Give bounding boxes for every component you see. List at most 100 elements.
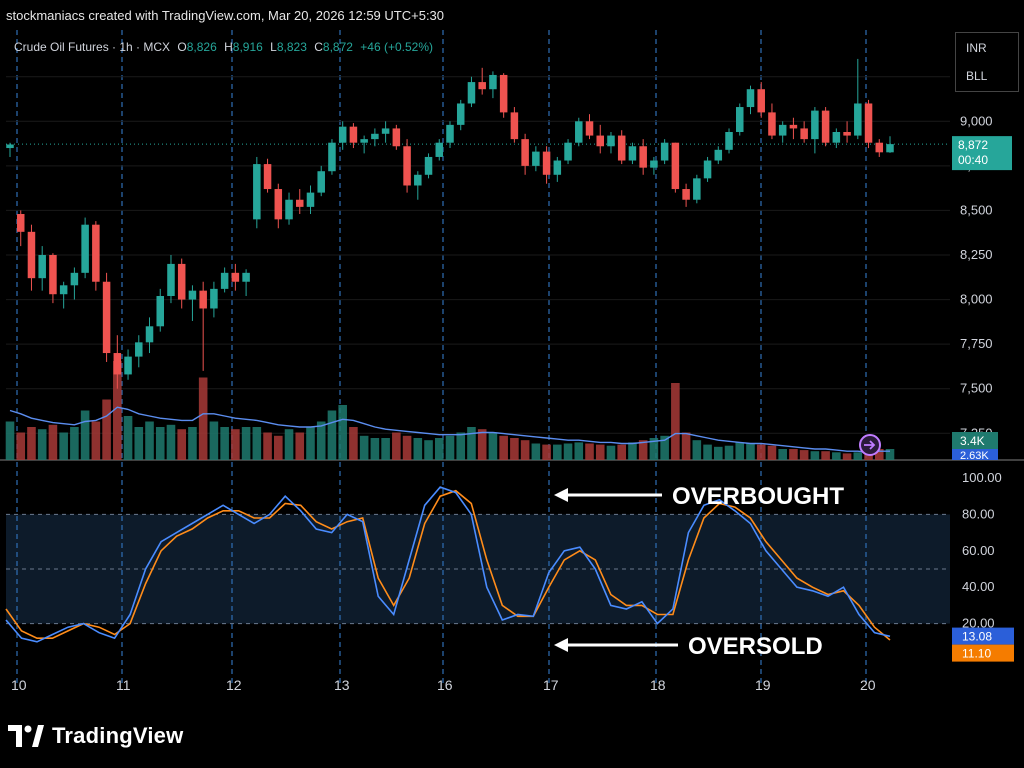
countdown-text: 00:40	[958, 153, 988, 167]
candle-body	[510, 112, 519, 140]
scroll-to-realtime-button[interactable]	[859, 434, 881, 456]
x-tick-label: 10	[11, 677, 27, 693]
candle-body	[145, 326, 154, 343]
volume-bar	[252, 427, 262, 460]
candle-body	[360, 139, 368, 143]
volume-bar	[746, 443, 755, 460]
candle-body	[628, 146, 637, 161]
candle-body	[403, 146, 411, 186]
candle-body	[59, 285, 68, 295]
low-value: 8,823	[276, 40, 307, 54]
volume-bar	[198, 377, 208, 460]
close-value: 8,872	[322, 40, 353, 54]
candle-body	[435, 142, 444, 157]
candle-body	[38, 255, 46, 279]
symbol-name: Crude Oil Futures · 1h · MCX	[14, 40, 171, 54]
candle-body	[231, 272, 240, 282]
open-label: O	[177, 40, 187, 54]
price-tick-label: 7,750	[960, 336, 993, 351]
candle-body	[660, 142, 669, 161]
volume-bar	[48, 424, 58, 460]
currency-button[interactable]: INR	[966, 41, 987, 55]
candle-body	[596, 135, 604, 147]
candle-body	[499, 74, 508, 113]
candle-body	[532, 151, 540, 166]
volume-bar	[402, 435, 412, 460]
volume-bar	[91, 421, 101, 460]
volume-bar	[585, 443, 594, 460]
volume-bar	[80, 410, 90, 460]
volume-bar	[188, 427, 197, 460]
x-tick-label: 17	[543, 677, 559, 693]
volume-bar	[842, 453, 852, 460]
x-tick-label: 13	[334, 677, 350, 693]
volume-bar	[778, 449, 787, 460]
volume-bar	[306, 427, 315, 460]
candle-body	[639, 146, 647, 168]
high-label: H	[224, 40, 233, 54]
candle-body	[521, 139, 529, 166]
volume-bar	[756, 444, 766, 460]
candle-body	[800, 128, 808, 140]
x-tick-label: 18	[650, 677, 666, 693]
volume-bars	[5, 361, 895, 460]
volume-bar	[563, 443, 573, 460]
volume-bar	[735, 442, 745, 460]
candle-body	[49, 255, 57, 295]
volume-bar	[799, 450, 809, 460]
chart-canvas[interactable]: 9,2509,0008,7508,5008,2508,0007,7507,500…	[0, 30, 1024, 702]
stoch-d-tag	[952, 644, 1014, 662]
volume-bar	[628, 442, 637, 460]
x-tick-label: 19	[755, 677, 771, 693]
stoch-d-line	[5, 489, 891, 641]
stoch-k-tag	[952, 627, 1014, 645]
volume-bar	[27, 427, 36, 460]
price-tick-label: 8,500	[960, 202, 993, 217]
volume-tag-text: 3.4K	[960, 434, 985, 448]
volume-bar	[810, 451, 820, 460]
volume-bar	[467, 427, 476, 460]
candle-body	[210, 288, 218, 309]
candle-body	[188, 290, 197, 300]
volume-bar	[714, 446, 723, 460]
candle-body	[714, 149, 723, 161]
candle-body	[564, 142, 572, 161]
volume-bar	[166, 424, 176, 460]
candle-body	[392, 128, 401, 147]
stoch-k-tag-text: 13.08	[962, 630, 992, 644]
unit-button[interactable]: BLL	[966, 69, 988, 83]
volume-bar	[16, 432, 26, 460]
volume-bar	[821, 451, 830, 460]
volume-bar	[155, 427, 165, 460]
volume-bar	[874, 449, 884, 460]
candle-body	[467, 82, 476, 104]
price-tick-label: 8,250	[960, 247, 993, 262]
candle-body	[789, 124, 798, 129]
volume-bar	[231, 429, 240, 460]
volume-bar	[595, 444, 605, 460]
candle-body	[27, 231, 36, 279]
volume-bar	[5, 421, 15, 460]
arrow-right-icon	[864, 440, 876, 450]
stoch-k-line	[5, 486, 891, 643]
candle-body	[371, 133, 379, 140]
candle-body	[821, 110, 830, 143]
candle-body	[607, 135, 615, 147]
price-tick-label: 8,000	[960, 292, 993, 307]
volume-bar	[832, 452, 841, 460]
volume-bar	[681, 432, 691, 460]
volume-bar	[59, 432, 68, 460]
volume-bar	[456, 432, 466, 460]
volume-bar	[284, 429, 294, 460]
x-tick-label: 12	[226, 677, 242, 693]
candle-body	[274, 189, 283, 220]
last-price-tag	[952, 136, 1012, 171]
candle-body	[349, 126, 358, 143]
candle-body	[306, 192, 315, 207]
candle-body	[177, 263, 186, 300]
candle-body	[553, 160, 562, 175]
volume-bar	[724, 445, 734, 460]
volume-bar	[263, 432, 272, 460]
high-value: 8,916	[232, 40, 263, 54]
change-value: +46 (+0.52%)	[360, 40, 433, 54]
